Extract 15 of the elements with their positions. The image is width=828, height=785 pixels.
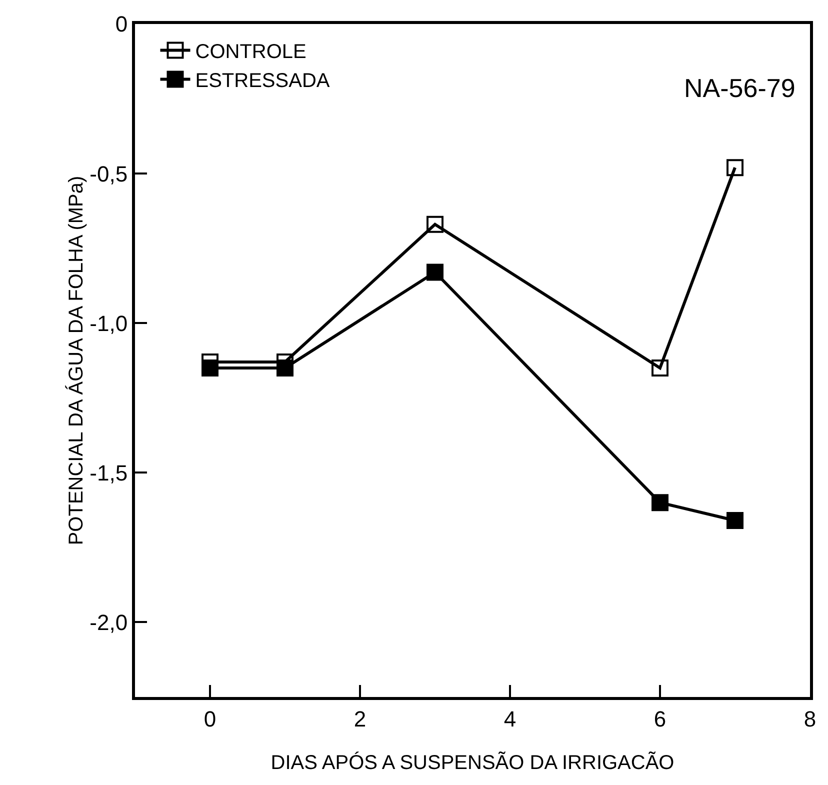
annotation: NA-56-79: [684, 73, 796, 103]
x-axis-title: DIAS APÓS A SUSPENSÃO DA IRRIGACÃO: [270, 751, 674, 774]
x-tick-label: 6: [654, 706, 666, 732]
legend-label: CONTROLE: [195, 41, 306, 64]
x-tick-label: 2: [354, 706, 366, 732]
y-tick-label: -1,5: [90, 460, 128, 486]
x-tick-label: 8: [804, 706, 816, 732]
y-tick-label: -0,5: [90, 161, 128, 186]
x-tick-label: 4: [504, 706, 516, 732]
y-tick-label: 0: [115, 12, 128, 37]
x-tick-label: 0: [204, 706, 216, 732]
y-tick-label: -1,0: [90, 310, 128, 336]
y-tick-label: -2,0: [90, 610, 128, 635]
y-axis-title: POTENCIAL DA ÁGUA DA FOLHA (MPa): [64, 176, 88, 546]
legend-label: ESTRESSADA: [195, 70, 330, 92]
